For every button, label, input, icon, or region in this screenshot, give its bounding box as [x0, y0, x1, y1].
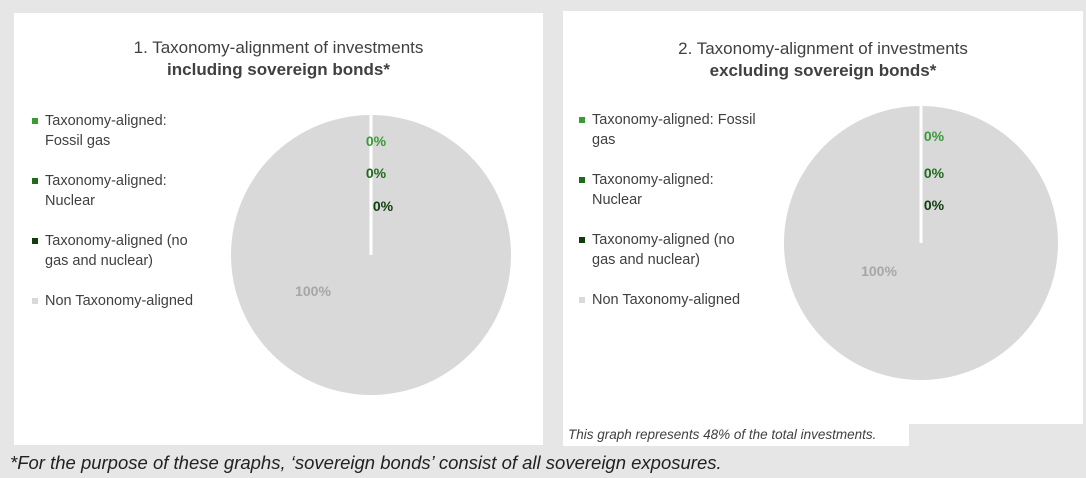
data-label-taxonomy-aligned-no-gas-and-nuclear: 0% [924, 197, 945, 213]
legend-swatch [32, 238, 38, 244]
chart-title-line1: 2. Taxonomy-alignment of investments [678, 39, 968, 58]
chart-panel-excluding-sovereign: 2. Taxonomy-alignment of investments exc… [563, 11, 1083, 424]
legend-swatch [579, 297, 585, 303]
legend-label-line: Taxonomy-aligned: Fossil [592, 112, 756, 128]
chart-panel-including-sovereign: 1. Taxonomy-alignment of investments inc… [14, 13, 543, 445]
data-label-taxonomy-aligned-fossil-gas: 0% [924, 128, 945, 144]
legend-label-line: Taxonomy-aligned: [592, 172, 714, 188]
data-label-taxonomy-aligned-nuclear: 0% [924, 165, 945, 181]
chart-title-line2: including sovereign bonds* [167, 60, 390, 79]
legend-label-line: Taxonomy-aligned (no [592, 232, 735, 248]
chart-title: 1. Taxonomy-alignment of investments inc… [14, 37, 543, 81]
chart-legend: Taxonomy-aligned: Fossil gas Taxonomy-alig… [32, 111, 232, 331]
pie-chart: 0% 0% 0% 100% [784, 106, 1058, 380]
legend-label-line: Nuclear [592, 192, 642, 208]
legend-label-line: gas and nuclear) [45, 253, 154, 269]
coverage-note: This graph represents 48% of the total i… [563, 424, 909, 446]
footnote: *For the purpose of these graphs, ‘sover… [10, 452, 722, 473]
legend-swatch [32, 298, 38, 304]
legend-label-line: Fossil gas [45, 133, 111, 149]
legend-swatch [579, 177, 585, 183]
data-label-non-taxonomy-aligned: 100% [295, 283, 331, 299]
legend-label-line: Non Taxonomy-aligned [45, 293, 194, 309]
legend-swatch [32, 118, 38, 124]
pie-chart: 0% 0% 0% 100% [231, 115, 511, 395]
legend-item-taxonomy-aligned-fossil-gas: Taxonomy-aligned: Fossil gas [32, 111, 232, 151]
legend-swatch [32, 178, 38, 184]
legend-item-non-taxonomy-aligned: Non Taxonomy-aligned [32, 291, 232, 311]
legend-label-line: Nuclear [45, 193, 95, 209]
legend-label-line: Taxonomy-aligned: [45, 173, 167, 189]
legend-label-line: Taxonomy-aligned (no [45, 233, 188, 249]
chart-title: 2. Taxonomy-alignment of investments exc… [563, 38, 1083, 82]
legend-label-line: gas [592, 132, 616, 148]
chart-title-line1: 1. Taxonomy-alignment of investments [133, 38, 424, 57]
legend-swatch [579, 117, 585, 123]
data-label-taxonomy-aligned-no-gas-and-nuclear: 0% [373, 198, 394, 214]
legend-item-taxonomy-aligned-fossil-gas: Taxonomy-aligned: Fossil gas [579, 110, 789, 150]
legend-label-line: gas and nuclear) [592, 252, 701, 268]
legend-item-taxonomy-aligned-nuclear: Taxonomy-aligned: Nuclear [32, 171, 232, 211]
legend-label-line: Taxonomy-aligned: [45, 113, 167, 129]
data-label-taxonomy-aligned-nuclear: 0% [366, 165, 387, 181]
legend-item-taxonomy-aligned-no-gas-and-nuclear: Taxonomy-aligned (no gas and nuclear) [32, 231, 232, 271]
legend-label-line: Non Taxonomy-aligned [592, 292, 741, 308]
chart-title-line2: excluding sovereign bonds* [709, 61, 937, 80]
legend-item-taxonomy-aligned-nuclear: Taxonomy-aligned: Nuclear [579, 170, 789, 210]
legend-item-non-taxonomy-aligned: Non Taxonomy-aligned [579, 290, 789, 310]
legend-item-taxonomy-aligned-no-gas-and-nuclear: Taxonomy-aligned (no gas and nuclear) [579, 230, 789, 270]
chart-legend: Taxonomy-aligned: Fossil gas Taxonomy-alig… [579, 110, 789, 330]
legend-swatch [579, 237, 585, 243]
data-label-taxonomy-aligned-fossil-gas: 0% [366, 133, 387, 149]
data-label-non-taxonomy-aligned: 100% [861, 263, 897, 279]
